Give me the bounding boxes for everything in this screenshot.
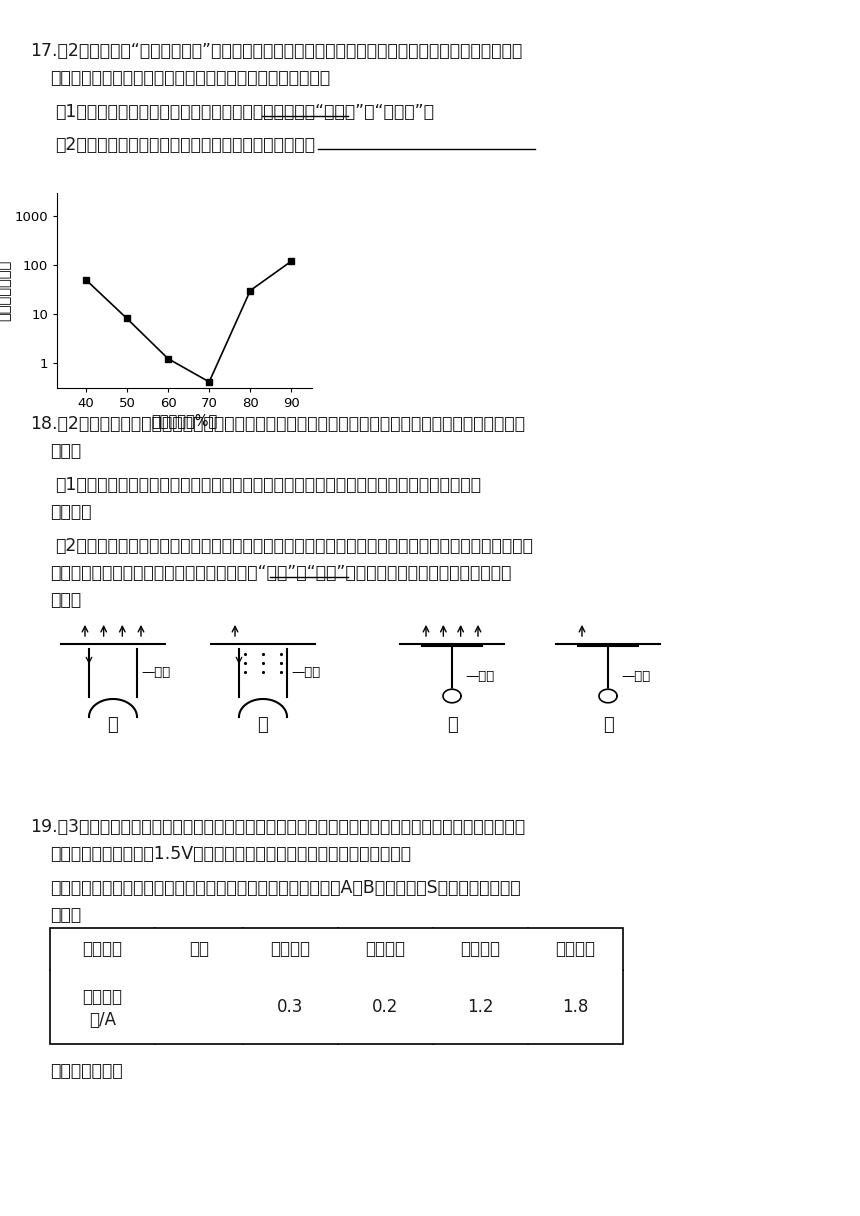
Text: 【实验过程】电路如图所示，将合金丝以不同方式分别接入电路A、B之间，闭合S后，记录的数据如: 【实验过程】电路如图所示，将合金丝以不同方式分别接入电路A、B之间，闭合S后，记… [50, 879, 520, 897]
Y-axis label: 致死时间（分）: 致死时间（分） [0, 260, 11, 321]
Text: 乙: 乙 [258, 716, 268, 734]
Text: 1.8: 1.8 [562, 998, 589, 1017]
Text: 17.（2分）在防控“新型冠状病毒”传播中，酒精是重要的消毒剂。某科研小组研究常温下，不同浓度的: 17.（2分）在防控“新型冠状病毒”传播中，酒精是重要的消毒剂。某科研小组研究常… [30, 43, 522, 60]
Text: 1.2: 1.2 [467, 998, 494, 1017]
Text: （1）研究过程使用的酒精溶液属于　　　　　。（选填“纯净物”或“混合物”）: （1）研究过程使用的酒精溶液属于 。（选填“纯净物”或“混合物”） [55, 103, 434, 122]
Text: 一根: 一根 [189, 940, 209, 958]
Bar [50, 928, 623, 1045]
Text: 18.（2分）恒温动物和人类之所以能维持稳定的体温，是机体的产热和散热两个生理过程保持动态平衡的: 18.（2分）恒温动物和人类之所以能维持稳定的体温，是机体的产热和散热两个生理过… [30, 415, 525, 433]
Text: 和丙图。: 和丙图。 [50, 503, 91, 520]
Text: 酒精溶液对金黄色葡萄球菌的杀灭效果，得到数据如图所示。: 酒精溶液对金黄色葡萄球菌的杀灭效果，得到数据如图所示。 [50, 69, 330, 88]
Text: 生存。: 生存。 [50, 591, 81, 609]
Text: —血管: —血管 [291, 665, 320, 679]
Polygon shape [599, 689, 617, 703]
Text: 丁: 丁 [603, 716, 613, 734]
Text: 三根并联: 三根并联 [556, 940, 595, 958]
Text: 0.3: 0.3 [277, 998, 304, 1017]
Text: —汗腺: —汗腺 [621, 670, 650, 682]
Text: 甲: 甲 [108, 716, 119, 734]
Text: （1）如图四个示意图分别是人体皮肤在夏季和冬季的散热情形。其中表示夏季皮肤散热的是: （1）如图四个示意图分别是人体皮肤在夏季和冬季的散热情形。其中表示夏季皮肤散热的… [55, 475, 481, 494]
Text: 连接方式: 连接方式 [83, 940, 122, 958]
Text: 两根串联: 两根串联 [271, 940, 310, 958]
Text: 下表。: 下表。 [50, 906, 81, 924]
Text: 19.（3分）学习了电学知识后，小明对影响电阴大小的部分因素进行了进一步的探究，器材有：开关、电: 19.（3分）学习了电学知识后，小明对影响电阴大小的部分因素进行了进一步的探究，… [30, 818, 525, 837]
Polygon shape [443, 689, 461, 703]
Text: —汗腺: —汗腺 [465, 670, 494, 682]
Text: 电流表读: 电流表读 [83, 987, 122, 1006]
Text: 流表、电源（电压恒为1.5V）各一个，三根完全相同的合金丝，导线若干。: 流表、电源（电压恒为1.5V）各一个，三根完全相同的合金丝，导线若干。 [50, 845, 411, 863]
Text: （2）分析实验数据得出的结论是　　　　　　　　　。: （2）分析实验数据得出的结论是 。 [55, 136, 315, 154]
Text: —血管: —血管 [141, 665, 170, 679]
Text: 回答下列问题：: 回答下列问题： [50, 1062, 123, 1080]
Text: 0.2: 0.2 [372, 998, 399, 1017]
Text: （2）大多数冬眠动物的个体体积较小，其单位体重的体表面积很大。在寒冷冬季，单位体重的体表面积: （2）大多数冬眠动物的个体体积较小，其单位体重的体表面积很大。在寒冷冬季，单位体… [55, 537, 533, 554]
Text: 两根并联: 两根并联 [460, 940, 501, 958]
Text: 越大的动物身体的热量散失会　　　　（选填“越快”或“越慢”），如果不能获得足够的热量就无法: 越大的动物身体的热量散失会 （选填“越快”或“越慢”），如果不能获得足够的热量就… [50, 564, 512, 582]
X-axis label: 酒精浓度（%）: 酒精浓度（%） [151, 412, 218, 428]
Text: 结果。: 结果。 [50, 441, 81, 460]
Text: 三根串联: 三根串联 [366, 940, 406, 958]
Text: 丙: 丙 [446, 716, 458, 734]
Text: 数/A: 数/A [89, 1010, 116, 1029]
